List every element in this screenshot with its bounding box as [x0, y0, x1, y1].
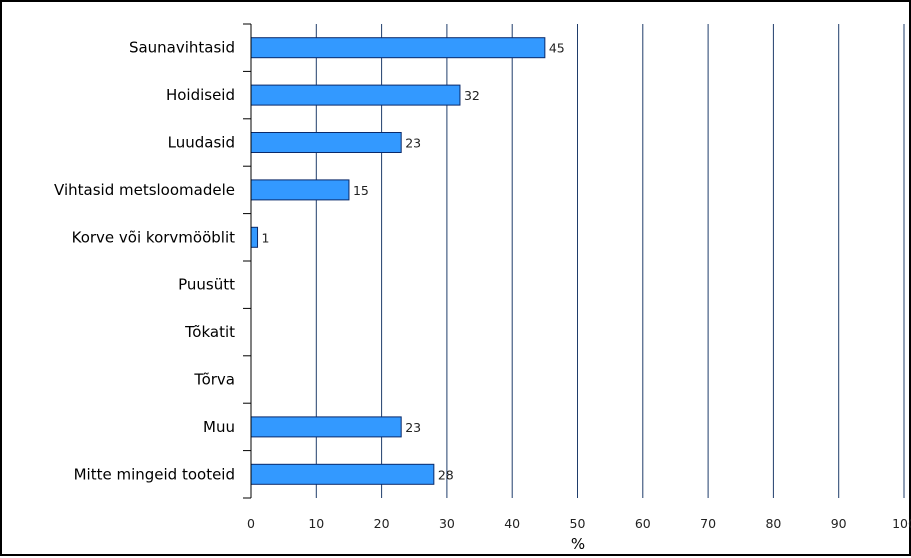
x-tick-label: 30 [439, 516, 455, 531]
category-label: Hoidiseid [166, 86, 235, 104]
x-tick-label: 10 [308, 516, 324, 531]
value-label: 32 [464, 88, 480, 103]
category-label: Puusütt [178, 276, 235, 294]
value-label: 45 [549, 41, 565, 56]
bar [250, 132, 402, 153]
value-label: 23 [405, 420, 421, 435]
value-label: 15 [353, 183, 369, 198]
bars [250, 37, 546, 485]
value-labels: 45 32 23 15 1 23 28 [262, 41, 565, 483]
x-tick-labels: 0 10 20 30 40 50 60 70 80 90 100 [247, 516, 911, 531]
x-tick-label: 0 [247, 516, 255, 531]
bar [250, 179, 350, 201]
bar [250, 37, 546, 59]
x-tick-label: 100 [892, 516, 911, 531]
x-tick-label: 20 [374, 516, 390, 531]
value-label: 28 [438, 467, 454, 482]
bar [250, 84, 461, 106]
category-label: Tõkatit [184, 323, 235, 341]
y-axis [243, 23, 252, 499]
x-axis-title: % [571, 535, 585, 553]
category-label: Saunavihtasid [129, 39, 235, 57]
x-tick-label: 70 [700, 516, 716, 531]
category-label: Muu [203, 418, 235, 436]
x-tick-label: 90 [831, 516, 847, 531]
category-label: Luudasid [168, 134, 235, 152]
value-label: 1 [262, 230, 270, 245]
category-label: Korve või korvmööblit [72, 228, 235, 246]
x-tick-label: 40 [504, 516, 520, 531]
category-labels: Saunavihtasid Hoidiseid Luudasid Vihtasid m… [54, 39, 235, 484]
x-tick-label: 50 [570, 516, 586, 531]
x-tick-label: 80 [765, 516, 781, 531]
x-tick-label: 60 [635, 516, 651, 531]
category-label: Tõrva [193, 371, 235, 389]
category-label: Mitte mingeid tooteid [74, 465, 235, 483]
bar [250, 226, 259, 248]
bar [250, 463, 435, 485]
value-label: 23 [405, 136, 421, 151]
category-label: Vihtasid metsloomadele [54, 181, 235, 199]
bar [250, 416, 402, 438]
